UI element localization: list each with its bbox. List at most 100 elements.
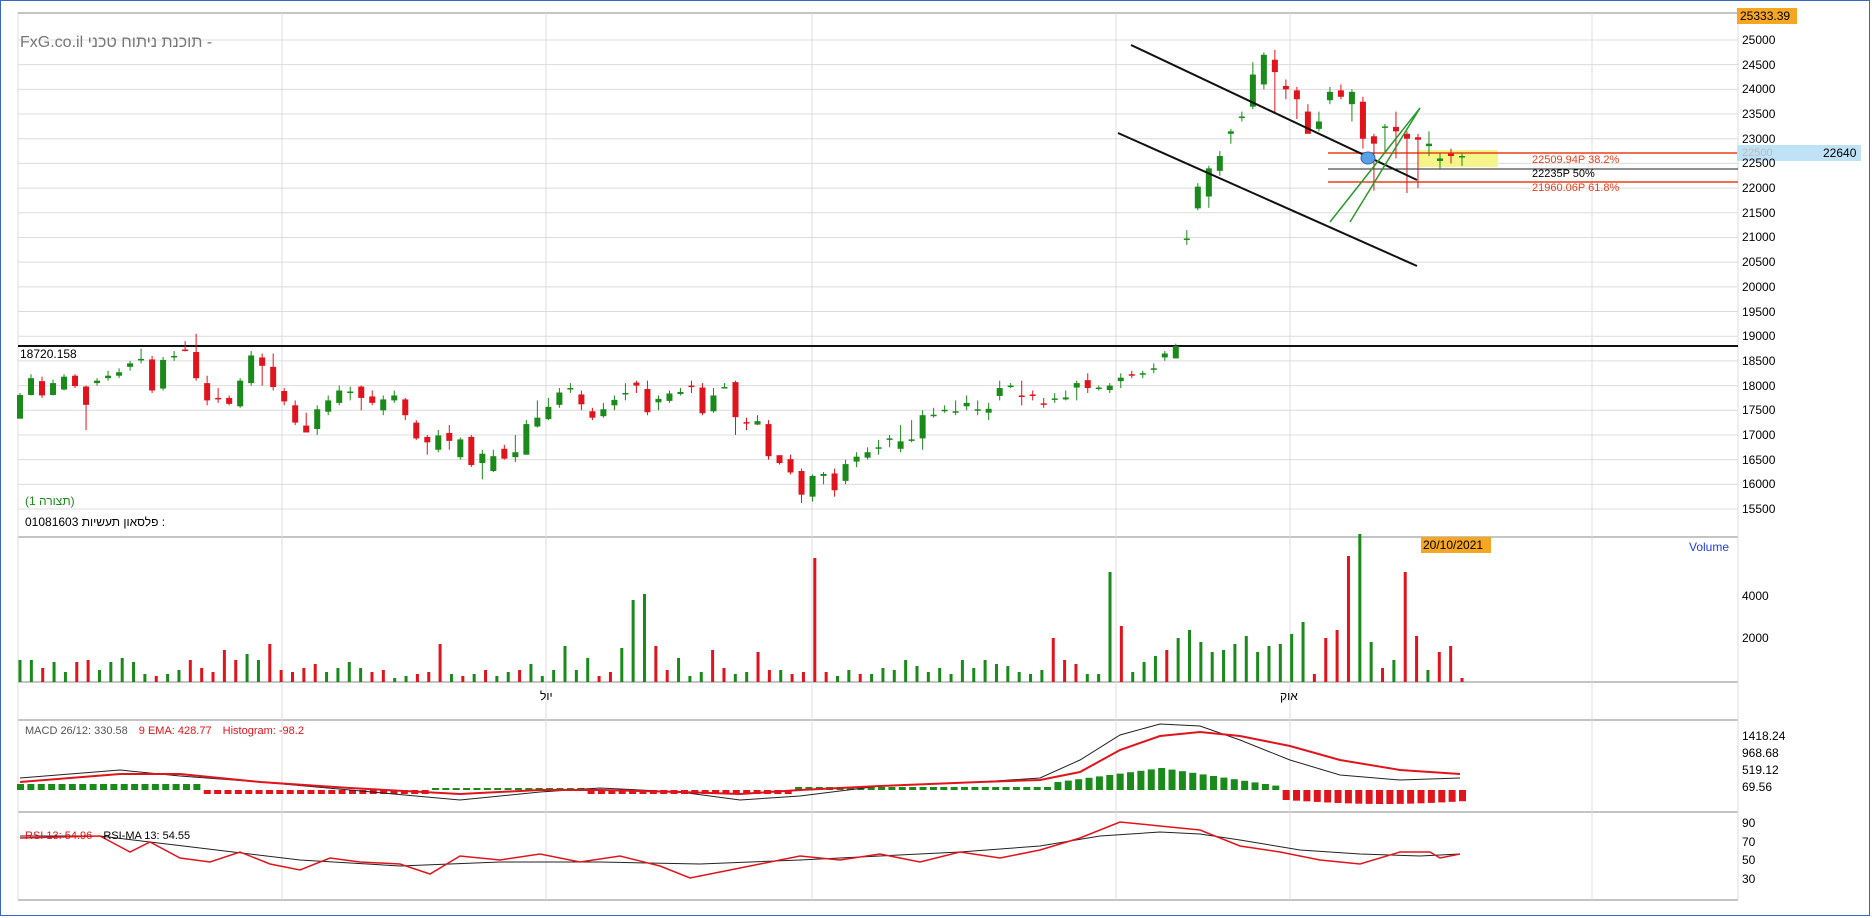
volume-bar (52, 662, 56, 682)
candle-body (336, 390, 343, 403)
volume-bar (654, 646, 658, 682)
volume-bar (484, 670, 488, 682)
macd-histogram-bar (597, 790, 605, 794)
x-label-jul: יול (540, 689, 553, 703)
volume-bar (1233, 644, 1237, 682)
candle-body (369, 396, 376, 403)
candle-body (457, 439, 464, 458)
volume-bar (926, 672, 930, 682)
rsi-tick-70: 70 (1742, 835, 1756, 849)
macd-histogram-bar (608, 790, 616, 794)
macd-histogram-bar (1002, 787, 1010, 790)
macd-histogram-bar (1251, 782, 1259, 790)
candle-body (468, 436, 475, 466)
volume-bar (1381, 668, 1385, 682)
candle-body (1359, 101, 1366, 139)
volume-bar (949, 674, 953, 682)
candle-body (94, 380, 101, 384)
macd-histogram-bar (629, 790, 637, 794)
marker-dot[interactable] (1360, 151, 1376, 165)
macd-tick-3: 519.12 (1742, 763, 1779, 777)
macd-title: MACD 26/12: 330.58 9 EMA: 428.77 Histogr… (25, 724, 304, 738)
volume-bar (63, 672, 67, 682)
volume-bar (325, 672, 329, 682)
volume-bar (1199, 642, 1203, 682)
faded-price-label: 22500 (1742, 147, 1773, 159)
candle-body (1018, 395, 1025, 397)
candle-body (424, 436, 431, 443)
macd-histogram-bar (483, 788, 491, 790)
volume-bar (767, 670, 771, 682)
candle-body (1447, 153, 1454, 157)
current-price-box (1737, 145, 1861, 161)
candle-body (1326, 91, 1333, 101)
candle-body (1216, 156, 1223, 171)
x-label-oct: אוק (1280, 689, 1298, 703)
macd-histogram-bar (1044, 787, 1052, 790)
volume-bar (1324, 638, 1328, 682)
price-tick-label: 19500 (1742, 304, 1776, 319)
volume-bar (1426, 670, 1430, 682)
volume-bar (847, 670, 851, 682)
volume-bar (858, 674, 862, 682)
macd-histogram-bar (1365, 790, 1373, 804)
volume-bar (1097, 674, 1101, 682)
macd-histogram-bar (380, 790, 388, 794)
macd-histogram-bar (1075, 779, 1083, 790)
volume-bar (97, 670, 101, 682)
macd-histogram-bar (981, 787, 989, 790)
volume-tick-4000: 4000 (1742, 589, 1769, 603)
volume-bar (1392, 660, 1396, 682)
volume-bar (1290, 634, 1294, 682)
price-tick-label: 16500 (1742, 452, 1776, 467)
volume-bar (870, 674, 874, 682)
macd-histogram-bar (1199, 774, 1207, 790)
candle-body (325, 400, 332, 412)
candle-body (1271, 59, 1278, 73)
macd-histogram-bar (929, 787, 937, 790)
macd-histogram-bar (1106, 775, 1114, 790)
volume-bar (154, 676, 158, 682)
volume-bar (472, 674, 476, 682)
current-price-label: 22640 (1823, 146, 1857, 160)
last-price-box (1737, 8, 1797, 24)
macd-histogram-bar (141, 784, 149, 790)
volume-bar (1222, 650, 1226, 682)
candle-body (677, 391, 684, 394)
volume-bar (960, 660, 964, 682)
macd-histogram-bar (1137, 770, 1145, 790)
candle-body (831, 473, 838, 491)
instrument-name: פלסאון תעשיות : (81, 515, 166, 529)
candle-body (886, 438, 893, 440)
price-tick-label: 16000 (1742, 477, 1776, 492)
volume-bar (813, 558, 817, 682)
volume-bar (722, 668, 726, 682)
candle-body (765, 424, 772, 457)
candle-body (633, 382, 640, 386)
candle-body (908, 439, 915, 441)
macd-ema-value: 9 EMA: 428.77 (138, 725, 212, 737)
candle-body (72, 375, 79, 387)
volume-bar (381, 670, 385, 682)
volume-bar (824, 672, 828, 682)
volume-bar (904, 660, 908, 682)
candle-body (435, 435, 442, 450)
volume-bar (1142, 662, 1146, 682)
rsi-title: RSI 13: 54.96 RSI-MA 13: 54.55 (25, 829, 190, 843)
price-tick-label: 20000 (1742, 279, 1776, 294)
volume-bar (608, 672, 612, 682)
candle-body (193, 352, 200, 379)
candle-body (490, 456, 497, 471)
volume-bar (1187, 630, 1191, 682)
volume-bar (892, 670, 896, 682)
candle-body (721, 387, 728, 389)
site-name: FxG.co.il (20, 34, 84, 51)
volume-bar (972, 668, 976, 682)
volume-bar (1017, 672, 1021, 682)
macd-histogram-bar (1334, 790, 1342, 803)
macd-histogram-bar (27, 784, 35, 790)
volume-bar (915, 666, 919, 682)
green-wedge[interactable] (1329, 107, 1421, 223)
macd-histogram-bar (525, 788, 533, 790)
